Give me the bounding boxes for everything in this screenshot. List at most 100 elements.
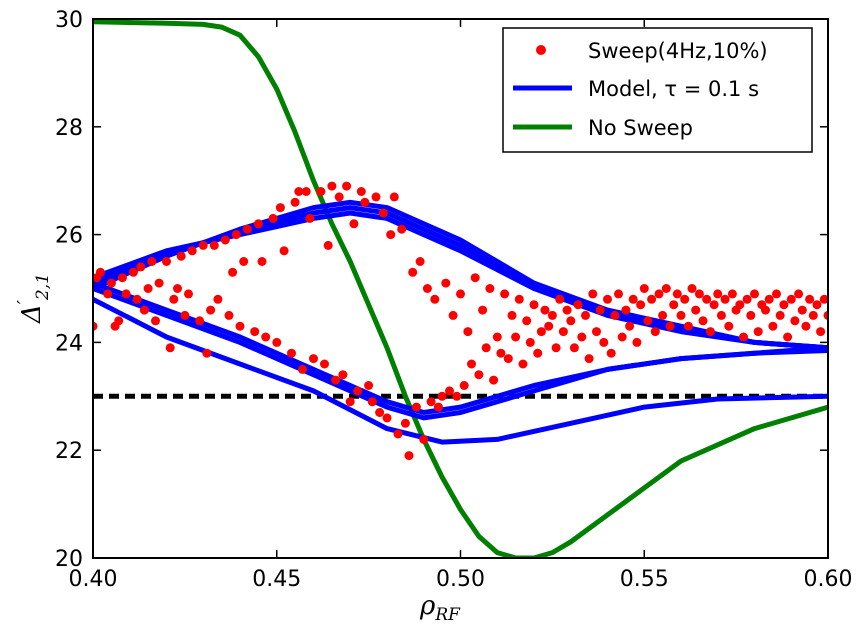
series-sweep-point bbox=[415, 257, 425, 266]
series-sweep-point bbox=[727, 289, 737, 299]
series-sweep-point bbox=[279, 246, 289, 256]
series-sweep-point bbox=[114, 316, 124, 326]
series-sweep-point bbox=[478, 305, 488, 315]
series-sweep-point bbox=[224, 310, 234, 320]
series-sweep-point bbox=[147, 257, 157, 266]
series-sweep-point bbox=[661, 284, 671, 293]
legend-label-sweep: Sweep(4Hz,10%) bbox=[588, 39, 768, 63]
series-sweep-point bbox=[419, 434, 429, 444]
series-sweep-point bbox=[713, 289, 723, 299]
series-sweep-point bbox=[253, 219, 263, 229]
series-sweep-point bbox=[705, 327, 715, 337]
series-sweep-point bbox=[261, 332, 271, 342]
series-sweep-point bbox=[139, 305, 149, 315]
series-sweep-point bbox=[536, 327, 546, 337]
series-sweep-point bbox=[151, 316, 160, 326]
series-sweep-point bbox=[213, 294, 223, 304]
series-sweep-point bbox=[463, 327, 473, 337]
legend-label-nosweep: No Sweep bbox=[588, 116, 693, 140]
series-sweep-point bbox=[334, 192, 344, 202]
series-model-curve bbox=[93, 205, 828, 351]
series-sweep-point bbox=[739, 332, 748, 342]
series-sweep-point bbox=[654, 289, 664, 299]
series-sweep-point bbox=[650, 327, 660, 337]
series-sweep-point bbox=[198, 240, 208, 250]
series-sweep-point bbox=[360, 197, 370, 207]
series-sweep-point bbox=[724, 321, 734, 331]
x-tick-label: 0.60 bbox=[804, 567, 853, 592]
series-sweep-point bbox=[356, 187, 366, 196]
series-sweep-point bbox=[375, 408, 385, 417]
series-sweep-point bbox=[511, 332, 521, 342]
series-sweep-point bbox=[136, 262, 146, 272]
series-sweep-point bbox=[577, 332, 587, 342]
y-tick-label: 26 bbox=[55, 224, 83, 249]
series-sweep-point bbox=[106, 278, 116, 288]
series-sweep-point bbox=[518, 359, 528, 369]
series-sweep-point bbox=[404, 451, 414, 461]
series-sweep-point bbox=[474, 370, 484, 380]
series-sweep-point bbox=[220, 235, 230, 245]
x-tick-label: 0.55 bbox=[620, 567, 669, 592]
series-sweep-point bbox=[121, 289, 131, 299]
series-sweep-point bbox=[452, 391, 462, 401]
y-axis-title: Δ′2,1 bbox=[14, 273, 53, 324]
series-sweep-point bbox=[433, 402, 443, 412]
y-axis-title-symbol: Δ bbox=[17, 304, 47, 324]
series-sweep-point bbox=[801, 321, 811, 331]
series-sweep-point bbox=[411, 402, 421, 412]
y-axis-title-subscript: 2,1 bbox=[33, 273, 53, 301]
series-model-curve bbox=[93, 280, 828, 415]
series-sweep-point bbox=[437, 391, 447, 401]
series-sweep-point bbox=[187, 246, 197, 256]
series-sweep-point bbox=[558, 327, 568, 337]
series-sweep-point bbox=[647, 294, 657, 304]
x-tick-label: 0.40 bbox=[69, 567, 118, 592]
series-sweep-point bbox=[772, 289, 781, 299]
series-sweep-point bbox=[481, 343, 491, 353]
series-sweep-point bbox=[533, 348, 543, 358]
series-sweep-point bbox=[750, 289, 759, 299]
series-sweep-point bbox=[603, 294, 612, 304]
series-sweep-point bbox=[154, 278, 164, 288]
series-sweep-point bbox=[562, 305, 572, 315]
series-sweep-point bbox=[797, 305, 807, 315]
series-sweep-point bbox=[643, 316, 653, 326]
series-sweep-point bbox=[581, 310, 590, 320]
series-sweep-point bbox=[569, 343, 579, 353]
series-sweep-point bbox=[687, 284, 697, 293]
series-sweep-point bbox=[250, 327, 260, 337]
series-sweep-point bbox=[665, 321, 675, 331]
series-sweep-point bbox=[162, 257, 171, 266]
series-sweep-point bbox=[694, 289, 704, 299]
series-sweep-point bbox=[507, 310, 517, 320]
series-sweep-point bbox=[364, 381, 374, 390]
y-tick-label: 22 bbox=[55, 439, 83, 464]
series-sweep-point bbox=[202, 348, 212, 358]
series-sweep-point bbox=[669, 300, 679, 310]
series-sweep-point bbox=[544, 321, 554, 331]
series-model-curve bbox=[93, 297, 828, 445]
series-sweep-point bbox=[621, 305, 631, 315]
series-sweep-point bbox=[658, 310, 668, 320]
series-sweep-point bbox=[184, 289, 193, 299]
plot-area bbox=[93, 19, 828, 558]
series-sweep-point bbox=[239, 257, 249, 266]
series-sweep-point bbox=[275, 203, 285, 213]
series-sweep-point bbox=[382, 413, 392, 423]
series-sweep-point bbox=[209, 240, 219, 250]
series-sweep-point bbox=[195, 316, 205, 326]
series-sweep-point bbox=[808, 310, 818, 320]
series-sweep-point bbox=[338, 370, 348, 380]
plot-content bbox=[93, 19, 828, 558]
series-sweep-point bbox=[500, 289, 510, 299]
x-tick-label: 0.45 bbox=[252, 567, 301, 592]
series-sweep-point bbox=[573, 300, 583, 310]
series-sweep-point bbox=[298, 364, 307, 374]
series-sweep-point bbox=[555, 294, 565, 304]
series-sweep-point bbox=[584, 354, 594, 364]
series-sweep-point bbox=[448, 310, 458, 320]
series-sweep-point bbox=[617, 332, 627, 342]
series-sweep-point bbox=[206, 305, 216, 315]
y-tick-label: 28 bbox=[55, 116, 83, 141]
